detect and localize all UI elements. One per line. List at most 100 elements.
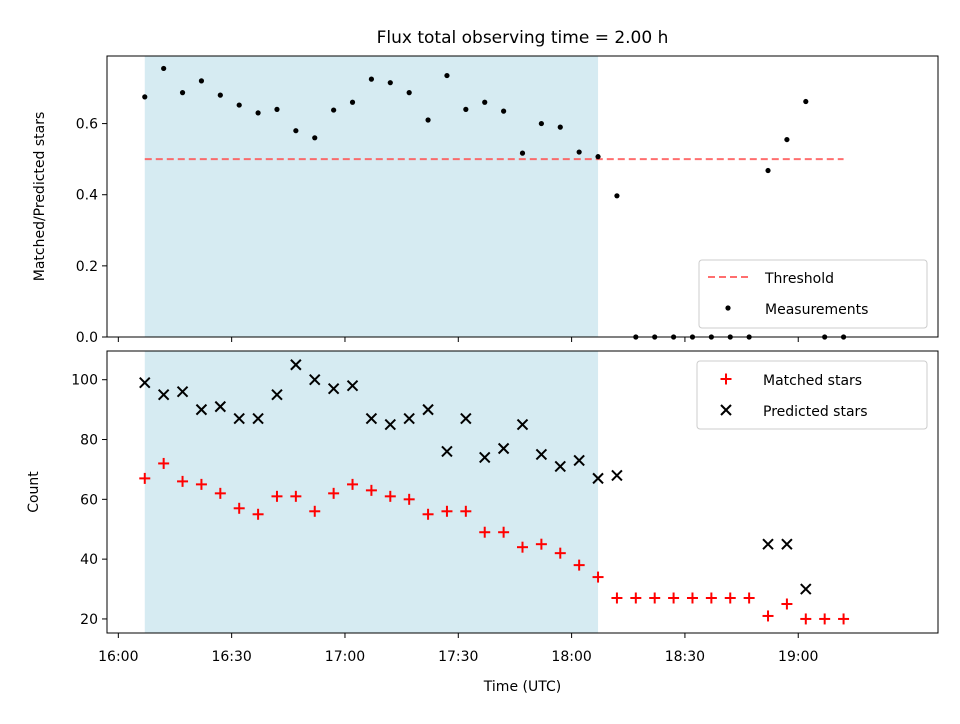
matched-star-point [139,472,151,484]
measurement-point [519,150,526,156]
measurement-point [444,72,450,79]
bottom-x-tick-label: 17:30 [438,649,478,665]
measurement-point [595,154,601,160]
predicted-star-point [535,448,548,461]
bottom-count-points [139,359,850,625]
bottom-y-tick-label: 40 [80,552,98,568]
bottom-legend-box [696,360,928,430]
measurement-point [387,80,393,86]
matched-star-point [517,541,528,553]
measurement-point [217,92,223,98]
measurement-point [293,128,299,134]
top-y-ticks: 0.0 0.2 0.4 0.6 [76,117,107,346]
predicted-star-point [403,412,415,425]
matched-star-point [498,526,510,538]
matched-star-point [649,592,661,604]
measurement-point [406,90,412,96]
predicted-star-point [554,460,566,473]
predicted-star-point [441,445,453,458]
cross-b [271,388,283,401]
measurement-point [349,99,356,105]
top-legend-box [698,259,928,329]
cross-b [573,454,585,467]
measurement-point [368,76,375,82]
bottom-y-tick-label: 60 [80,492,98,508]
bottom-panel: 20 40 60 80 100 16:00 16:30 17:00 17:30 18:00 18:… [26,350,939,695]
top-panel: 0.0 0.2 0.4 0.6 Flux total observing time =… [32,28,939,346]
top-x-ticks [117,337,799,342]
predicted-star-point [422,403,434,416]
cross-b [781,538,793,550]
cross-b [720,404,732,416]
measurement-point [161,65,167,72]
matched-star-point [762,610,774,622]
top-axes-frame [106,55,939,338]
bottom-y-tick-label: 80 [80,433,98,449]
top-y-axis-label: Matched/Predicted stars [32,112,48,282]
cross-b [309,374,321,386]
measurement-point [331,107,337,113]
matched-star-point [819,613,831,625]
matched-star-point [479,526,491,538]
predicted-star-point [781,538,793,550]
measurement-point [557,124,563,130]
bottom-x-tick-label: 19:00 [778,649,818,665]
matched-star-point [781,598,793,610]
matched-star-point [271,490,283,502]
matched-star-point [705,592,717,604]
legend-plus [720,373,732,385]
cross-b [195,403,208,416]
bottom-y-axis-label: Count [26,471,42,513]
measurement-point [614,193,620,199]
cross-b [157,388,170,401]
legend-predicted-label: Predicted stars [763,404,868,420]
matched-star-point [328,487,340,499]
predicted-star-point [233,412,245,425]
predicted-star-point [800,583,812,595]
measurement-point [482,99,488,105]
matched-star-point [573,559,585,571]
bottom-y-ticks: 20 40 60 80 100 [71,373,107,628]
matched-star-point [422,508,434,520]
predicted-star-point [516,418,529,431]
matched-star-point [743,592,755,604]
cross-b [516,418,529,431]
x-axis-label: Time (UTC) [483,679,561,695]
bottom-x-tick-label: 16:00 [98,649,138,665]
matched-star-point [535,538,547,550]
bottom-y-tick-label: 100 [71,373,98,389]
cross-b [233,412,245,425]
predicted-star-point [592,472,604,485]
cross-b [762,538,774,550]
bottom-y-tick-label: 20 [80,612,98,628]
bottom-x-tick-label: 16:30 [211,649,251,665]
matched-star-point [233,502,245,514]
predicted-star-point [157,388,170,401]
predicted-star-point [252,412,264,425]
cross-b [441,445,453,458]
measurement-point [463,106,469,112]
cross-b [497,442,510,455]
cross-b [611,469,623,482]
cross-b [365,412,378,425]
cross-b [176,385,189,398]
measurement-point [179,90,186,96]
predicted-star-point [611,469,623,482]
top-y-tick-label: 0.4 [76,188,98,204]
matched-star-point [441,505,453,517]
cross-b [346,379,359,392]
cross-b [327,382,340,395]
predicted-star-point [290,359,302,371]
predicted-star-point [309,374,321,386]
cross-b [214,400,227,413]
legend-matched-swatch [720,373,732,385]
matched-star-point [195,478,207,490]
predicted-star-point [176,385,189,398]
matched-star-point [365,484,377,496]
matched-star-point [724,592,736,604]
predicted-star-point [497,442,510,455]
predicted-star-point [214,400,227,413]
matched-star-point [252,508,264,520]
